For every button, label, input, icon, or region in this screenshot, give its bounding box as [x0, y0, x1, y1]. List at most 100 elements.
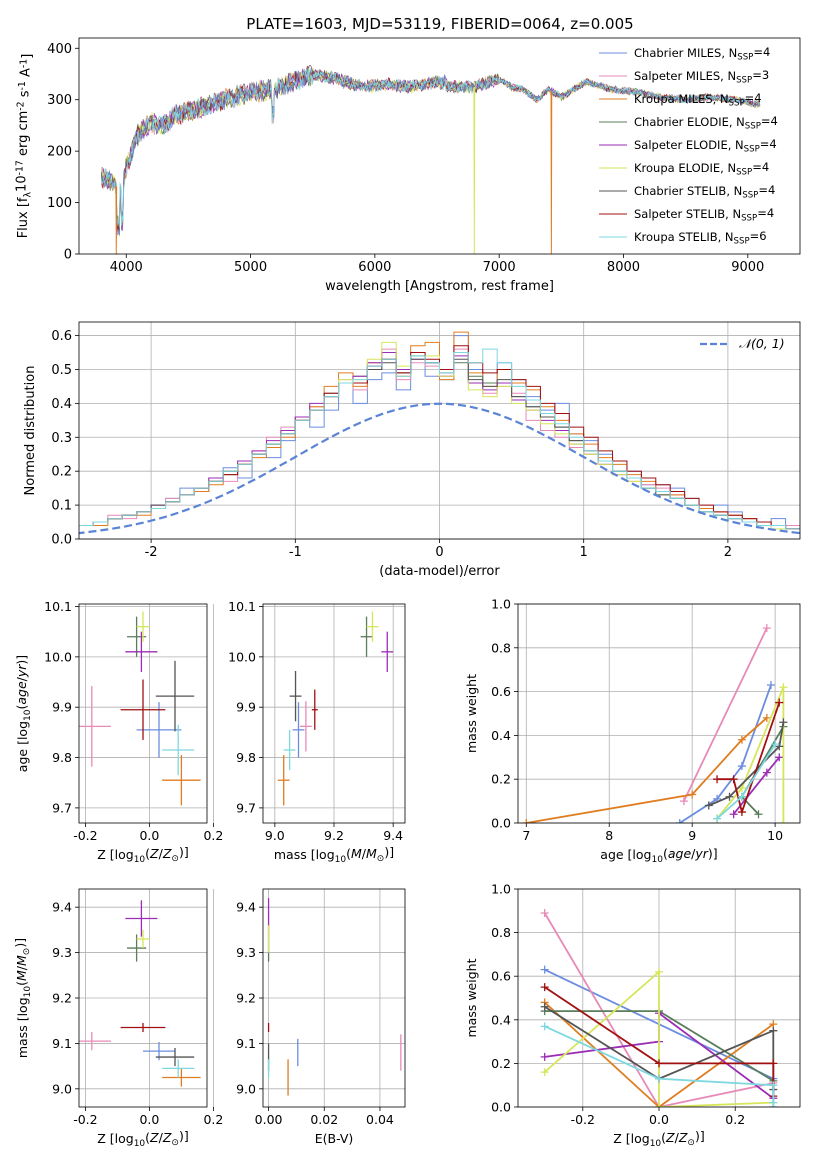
y-tick-label: 1.0: [491, 882, 511, 897]
y-tick-label: 1.0: [491, 597, 511, 612]
weight-marker: [762, 768, 771, 777]
weight-marker: [779, 718, 788, 727]
weight-series-line: [544, 969, 774, 1107]
spectrum-spike: [550, 90, 553, 254]
x-tick-label: 1: [580, 545, 588, 560]
normal-curve: [79, 402, 800, 535]
x-tick-label: 4000: [110, 260, 143, 275]
plot-area: [277, 611, 394, 806]
plot-area: [101, 64, 761, 254]
y-tick-label: 0.1: [51, 499, 72, 514]
y-tick-label: 10.0: [228, 649, 256, 664]
legend-entry: Salpeter STELIB, NSSP=4: [634, 206, 774, 223]
plot-area: [79, 611, 201, 806]
axes-massweight-vs-Z: -0.2 0.0 0.2 0.0 0.2 0.4 0.6 0.8 1.0 Z [log10(Z/Z…: [464, 882, 801, 1150]
x-tick-label: 0.04: [366, 1112, 394, 1127]
weight-marker: [779, 683, 788, 692]
y-tick-label: 10.0: [44, 649, 72, 664]
weight-marker: [655, 1103, 663, 1107]
x-tick-label: 9.2: [324, 828, 344, 843]
x-axis-label: wavelength [Angstrom, rest frame]: [325, 279, 554, 294]
weight-marker: [540, 965, 549, 974]
x-tick-label: 2: [724, 545, 732, 560]
weight-marker: [737, 762, 746, 771]
x-axis-label: mass [log10(M/M⊙)]: [274, 845, 394, 866]
weight-marker: [655, 1074, 663, 1083]
y-tick-label: 0.6: [51, 329, 72, 344]
weight-series-line: [543, 912, 774, 1107]
weight-marker: [775, 753, 784, 762]
x-tick-label: 6000: [358, 260, 391, 275]
x-axis-label: Z [log10(Z/Z⊙)]: [613, 1129, 705, 1150]
y-tick-label: 9.9: [52, 700, 72, 715]
weight-marker: [779, 819, 788, 823]
y-tick-label: 9.7: [52, 800, 72, 815]
y-tick-label: 9.2: [52, 991, 72, 1006]
weight-marker: [713, 775, 722, 784]
weight-marker: [729, 775, 738, 784]
x-tick-label: -0.2: [571, 1112, 595, 1127]
plot-area: [79, 331, 800, 535]
y-tick-label: 0.2: [491, 1056, 511, 1071]
weight-series-line: [683, 627, 768, 802]
axes-spectrum: 4000 5000 6000 7000 8000 9000 0 100 200 300 400 wav…: [14, 37, 801, 294]
x-tick-label: 7: [522, 828, 530, 843]
y-tick-label: 9.1: [52, 1036, 72, 1051]
legend-entry: Kroupa ELODIE, NSSP=4: [634, 160, 769, 177]
weight-marker: [675, 819, 684, 823]
y-tick-label: 9.4: [236, 900, 256, 915]
y-tick-label: 0.0: [51, 533, 72, 548]
weight-marker: [769, 1059, 778, 1068]
x-tick-label: 10: [767, 828, 783, 843]
spectrum-legend: Chabrier MILES, NSSP=4 Salpeter MILES, NS…: [599, 45, 778, 247]
weight-marker: [766, 681, 775, 690]
axes-frame: [78, 37, 801, 255]
weight-marker: [775, 698, 784, 707]
x-tick-label: 9.4: [383, 828, 403, 843]
x-tick-label: 0: [435, 545, 443, 560]
x-tick-label: 0.2: [203, 828, 223, 843]
weight-marker: [713, 814, 722, 823]
x-tick-label: 0.0: [139, 828, 159, 843]
weight-marker: [655, 1059, 663, 1068]
x-tick-label: 0.0: [139, 1112, 159, 1127]
y-tick-label: 9.9: [236, 700, 256, 715]
y-tick-label: 9.0: [236, 1081, 256, 1096]
weight-marker: [655, 967, 663, 976]
axes-mass-vs-Z: -0.2 0.0 0.2 9.0 9.1 9.2 9.3 9.4 Z [log10(Z/Z⊙)]…: [13, 888, 223, 1150]
weight-marker: [762, 713, 771, 722]
y-tick-label: 0.3: [51, 431, 72, 446]
axes-frame: [517, 603, 801, 824]
y-tick-label: 0: [64, 248, 72, 263]
y-tick-label: 9.3: [236, 945, 256, 960]
weight-marker: [769, 1081, 778, 1090]
legend-entry: Salpeter ELODIE, NSSP=4: [634, 137, 777, 154]
x-tick-label: -0.2: [73, 828, 97, 843]
x-tick-label: 0.02: [310, 1112, 338, 1127]
x-tick-label: 9: [688, 828, 696, 843]
axes-residuals: -2 -1 0 1 2 0.0 0.1 0.2 0.3 0.4 0.5 0.6 (data-model)…: [23, 321, 801, 579]
legend-entry: Chabrier MILES, NSSP=4: [634, 45, 770, 62]
y-tick-label: 0.8: [491, 925, 511, 940]
x-tick-label: -2: [145, 545, 158, 560]
y-tick-label: 0.2: [491, 772, 511, 787]
weight-series-line: [544, 986, 775, 1097]
y-tick-label: 9.8: [236, 750, 256, 765]
y-tick-label: 10.1: [228, 599, 256, 614]
x-tick-label: 9.0: [265, 828, 285, 843]
weight-marker: [540, 983, 549, 992]
weight-marker: [754, 810, 763, 819]
y-tick-label: 10.1: [44, 599, 72, 614]
weight-marker: [522, 819, 531, 823]
y-tick-label: 200: [47, 145, 72, 160]
y-tick-label: 9.4: [52, 900, 72, 915]
y-tick-label: 300: [47, 93, 72, 108]
weight-marker: [771, 740, 780, 749]
y-axis-label: mass [log10(M/M⊙)]: [13, 938, 34, 1058]
legend-entry: Chabrier STELIB, NSSP=4: [634, 183, 775, 200]
weight-series-line: [716, 686, 785, 823]
y-tick-label: 0.4: [51, 397, 72, 412]
x-axis-label: Z [log10(Z/Z⊙)]: [97, 1129, 189, 1150]
legend-entry: Kroupa MILES, NSSP=4: [634, 91, 762, 108]
histogram-series: [79, 348, 800, 533]
